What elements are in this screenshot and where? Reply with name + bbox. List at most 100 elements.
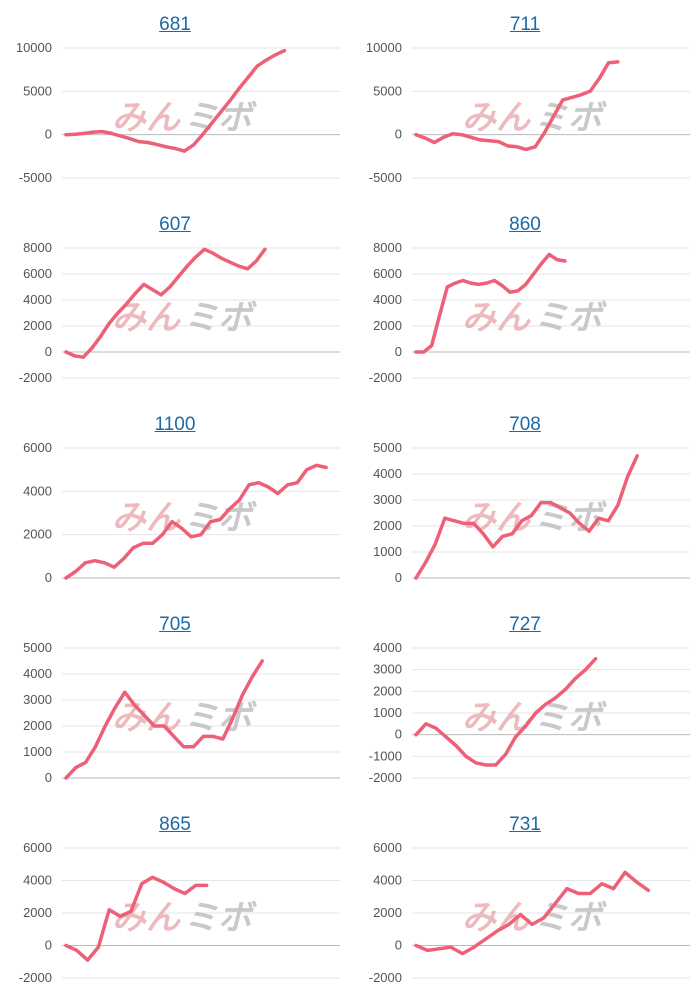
data-point xyxy=(180,526,184,530)
data-point xyxy=(453,281,457,285)
y-tick-label: 6000 xyxy=(373,840,402,855)
y-tick-label: 2000 xyxy=(23,905,52,920)
data-point xyxy=(162,724,166,728)
data-point xyxy=(112,565,116,569)
data-point xyxy=(454,743,458,748)
chart-title-link[interactable]: 1100 xyxy=(154,414,196,435)
chart-title-link[interactable]: 607 xyxy=(159,214,191,235)
data-point xyxy=(432,140,436,145)
data-point xyxy=(266,485,270,489)
y-tick-label: 1000 xyxy=(23,744,52,759)
data-point xyxy=(73,132,77,136)
chart-title-link[interactable]: 681 xyxy=(159,14,191,35)
data-point xyxy=(64,943,68,948)
data-point xyxy=(577,891,581,896)
chart-panel-865: 6000 4000 2000 0 -2000 みん ミボ 865 xyxy=(0,800,350,1000)
data-point xyxy=(172,734,176,738)
chart-panel-607: 8000 6000 4000 2000 0 -2000 みん ミボ 607 xyxy=(0,200,350,400)
data-point xyxy=(451,132,455,136)
data-point xyxy=(93,745,97,749)
data-point xyxy=(81,355,85,359)
data-point xyxy=(142,282,146,286)
chart-title-link[interactable]: 727 xyxy=(509,614,541,635)
y-tick-label: 5000 xyxy=(23,83,52,98)
line-chart: 6000 4000 2000 0 -2000 みん ミボ xyxy=(369,840,690,985)
chart-panel-727: 4000 3000 2000 1000 0 -1000 -2000 みん ミボ 727 xyxy=(350,600,700,800)
y-tick-label: 10000 xyxy=(366,40,402,55)
y-tick-label: 0 xyxy=(45,127,52,142)
data-point xyxy=(211,251,215,255)
data-point xyxy=(616,503,620,507)
data-point xyxy=(90,346,94,350)
data-point xyxy=(635,880,639,884)
chart-title-link[interactable]: 865 xyxy=(159,814,191,835)
y-tick-label: -5000 xyxy=(369,170,402,185)
data-point xyxy=(426,948,430,952)
data-point xyxy=(508,290,512,294)
data-point xyxy=(437,947,441,951)
y-tick-label: 0 xyxy=(45,570,52,585)
data-point xyxy=(520,519,524,523)
chart-panel-711: 10000 5000 0 -5000 みん ミボ 711 xyxy=(350,0,700,200)
data-point xyxy=(597,516,601,520)
data-point xyxy=(524,724,528,728)
data-point xyxy=(460,133,464,137)
data-point xyxy=(414,133,418,137)
data-point xyxy=(211,734,215,738)
chart-title-link[interactable]: 860 xyxy=(509,214,541,235)
chart-title-link[interactable]: 705 xyxy=(159,614,191,635)
y-tick-label: -1000 xyxy=(369,748,402,763)
data-point xyxy=(568,511,572,515)
data-point xyxy=(441,135,446,139)
data-point xyxy=(86,958,90,962)
data-point xyxy=(137,140,141,144)
data-point xyxy=(219,110,223,114)
y-tick-label: 4000 xyxy=(23,483,52,498)
data-point xyxy=(218,517,222,522)
data-point xyxy=(208,520,213,524)
data-point xyxy=(172,887,176,891)
watermark-logo: みん ミボ xyxy=(112,698,257,738)
data-point xyxy=(472,521,476,525)
data-point xyxy=(495,929,499,933)
line-chart: 10000 5000 0 -5000 みん ミボ xyxy=(366,40,690,185)
y-tick-label: 0 xyxy=(45,938,52,953)
data-point xyxy=(199,533,203,537)
data-point xyxy=(492,278,496,283)
data-point xyxy=(129,909,133,913)
data-point xyxy=(205,883,209,887)
data-point xyxy=(532,272,536,276)
data-point xyxy=(159,293,163,297)
chart-title-link[interactable]: 708 xyxy=(509,414,541,435)
data-point xyxy=(542,916,546,920)
data-point xyxy=(103,724,107,728)
data-point xyxy=(477,282,481,286)
y-tick-label: -2000 xyxy=(19,370,52,385)
data-point xyxy=(314,463,319,467)
data-point xyxy=(189,535,193,539)
data-point xyxy=(237,87,241,91)
data-point xyxy=(254,259,258,263)
watermark-logo: みん ミボ xyxy=(462,98,607,138)
data-point xyxy=(116,311,120,315)
chart-title-link[interactable]: 711 xyxy=(509,14,541,35)
data-point xyxy=(464,754,468,758)
y-tick-label: 4000 xyxy=(23,873,52,888)
data-point xyxy=(168,285,172,289)
data-point xyxy=(246,75,250,80)
data-point xyxy=(273,53,277,57)
y-tick-label: 2000 xyxy=(373,905,402,920)
data-point xyxy=(191,745,196,749)
data-point xyxy=(161,880,165,884)
data-point xyxy=(565,887,569,891)
watermark-logo: みん ミボ xyxy=(462,898,607,938)
data-point xyxy=(107,321,111,325)
data-point xyxy=(133,703,137,707)
y-tick-label: 6000 xyxy=(23,840,52,855)
data-point xyxy=(460,952,465,956)
chart-title-link[interactable]: 731 xyxy=(509,814,541,835)
y-tick-label: 0 xyxy=(395,938,402,953)
data-point xyxy=(102,561,107,565)
data-point xyxy=(510,532,514,536)
data-point xyxy=(588,89,592,93)
